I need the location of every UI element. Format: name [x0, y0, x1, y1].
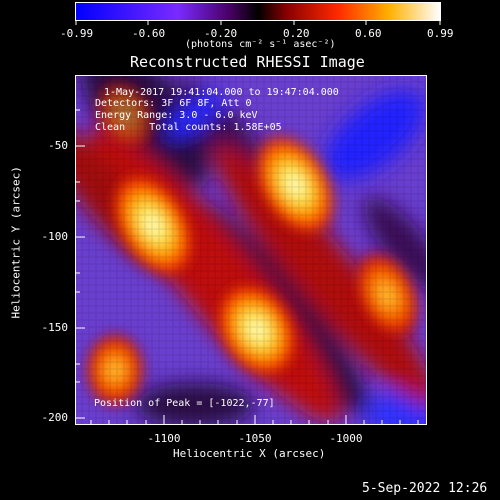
y-tick-label: -150	[41, 321, 69, 334]
y-axis-label: Heliocentric Y (arcsec)	[9, 166, 23, 319]
colorbar-tick-label: -0.60	[132, 27, 166, 40]
y-tick-label: -100	[41, 230, 69, 243]
colorbar-tick-label: 0.20	[283, 27, 310, 40]
overlay-clean-counts: Clean Total counts: 1.58E+05	[95, 122, 282, 133]
colorbar-tick-label: 0.60	[355, 27, 382, 40]
image-title: Reconstructed RHESSI Image	[130, 53, 365, 71]
colorbar-gradient	[76, 3, 440, 20]
overlay-energy-range: Energy Range: 3.0 - 6.0 keV	[95, 110, 258, 121]
rhessi-image	[75, 75, 427, 425]
colorbar	[75, 2, 441, 25]
colorbar-tick-label: 0.99	[427, 27, 454, 40]
x-tick-label: -1100	[147, 432, 181, 445]
x-axis-label: Heliocentric X (arcsec)	[173, 447, 326, 460]
colorbar-tick-label: -0.20	[204, 27, 238, 40]
y-tick-label: -50	[48, 139, 68, 152]
y-tick-label: -200	[41, 411, 69, 424]
colorbar-tick-label: -0.99	[60, 27, 94, 40]
footer-timestamp: 5-Sep-2022 12:26	[362, 481, 488, 496]
overlay-time-range: 1-May-2017 19:41:04.000 to 19:47:04.000	[104, 87, 339, 98]
x-tick-label: -1000	[329, 432, 363, 445]
overlay-detectors: Detectors: 3F 6F 8F, Att 0	[95, 98, 252, 109]
x-tick-label: -1050	[238, 432, 272, 445]
peak-position: Position of Peak = [-1022,-77]	[94, 398, 275, 409]
colorbar-units: (photons cm⁻² s⁻¹ asec⁻²)	[185, 39, 336, 50]
